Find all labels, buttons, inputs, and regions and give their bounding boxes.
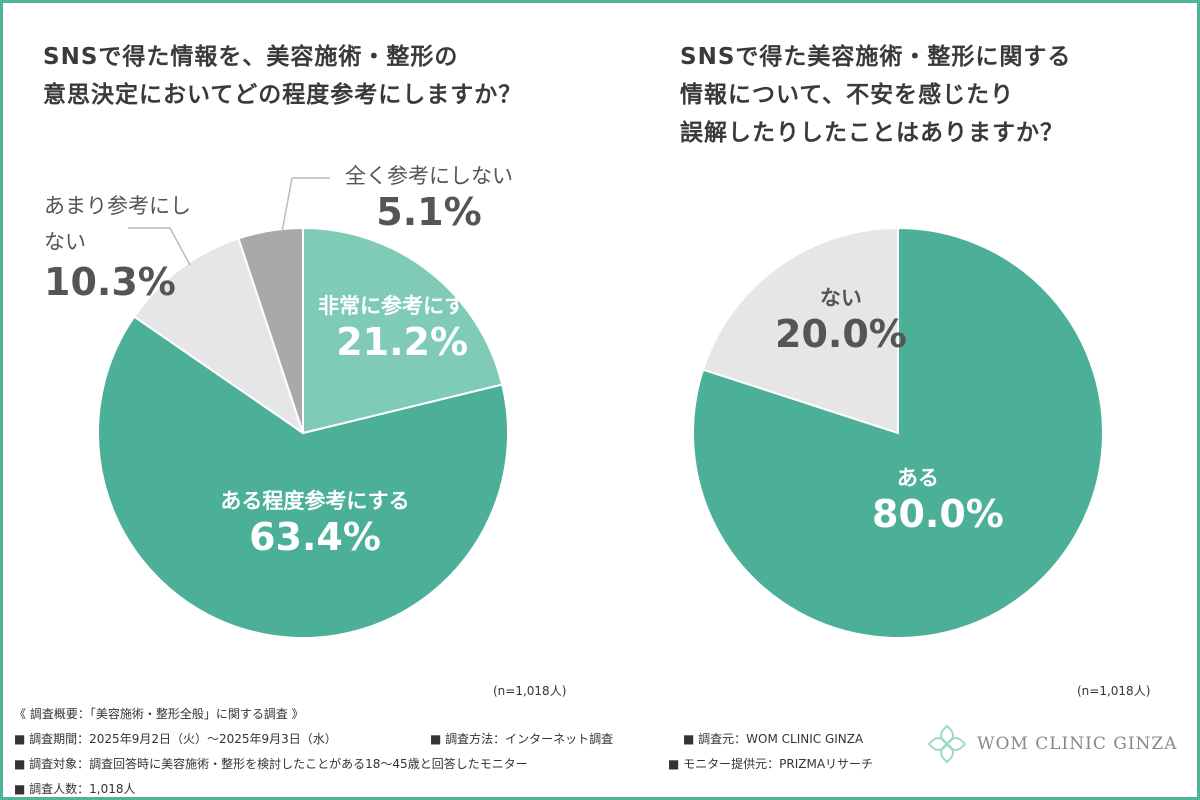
leader-line — [128, 227, 191, 266]
survey-target: ■ 調査対象：調査回答時に美容施術・整形を検討したことがある18～45歳と回答し… — [14, 757, 528, 771]
leader-line — [281, 177, 330, 233]
label-not-much: あまり参考にしない 10.3% — [44, 194, 191, 304]
chart1-title: SNSで得た情報を、美容施術・整形の 意思決定においてどの程度参考にしますか？ — [43, 38, 522, 114]
chart2-title: SNSで得た美容施術・整形に関する 情報について、不安を感じたり 誤解したりした… — [680, 38, 1071, 152]
label-somewhat: ある程度参考にする 63.4% — [220, 489, 410, 559]
pie-slice — [302, 226, 504, 435]
survey-heading: 《 調査概要：「美容施術・整形全般」に関する調査 》 — [14, 707, 304, 721]
chart2-sample-size: (n=1,018人) — [1077, 684, 1151, 698]
chart2-title-line: SNSで得た美容施術・整形に関する — [680, 44, 1072, 70]
chart2-title-line: 誤解したりしたことはありますか？ — [680, 120, 1064, 146]
survey-source: ■ 調査元：WOM CLINIC GINZA — [683, 732, 864, 746]
chart1-title-line: 意思決定においてどの程度参考にしますか？ — [43, 82, 523, 108]
pie-slice — [701, 226, 899, 435]
label-not-at-all: 全く参考にしない 5.1% — [345, 164, 513, 234]
pie-slice — [132, 237, 305, 436]
logo-flower-icon — [927, 724, 967, 764]
chart1-title-line: SNSで得た情報を、美容施術・整形の — [43, 44, 459, 70]
survey-provider: ■ モニター提供元：PRIZMAリサーチ — [668, 757, 874, 771]
survey-method: ■ 調査方法：インターネット調査 — [430, 732, 614, 746]
chart1-sample-size: (n=1,018人) — [493, 684, 567, 698]
label-no: ない 20.0% — [775, 286, 907, 356]
label-yes: ある 80.0% — [872, 466, 1004, 536]
pie-slice — [692, 226, 1104, 639]
logo-text: WOM CLINIC GINZA — [977, 734, 1178, 754]
survey-period: ■ 調査期間：2025年9月2日（火）～2025年9月3日（水） — [14, 732, 337, 746]
survey-count: ■ 調査人数：1,018人 — [14, 782, 136, 796]
clinic-logo: WOM CLINIC GINZA — [925, 722, 1178, 766]
label-very: 非常に参考にする 21.2% — [318, 294, 487, 364]
pie-slice — [97, 315, 509, 639]
chart2-title-line: 情報について、不安を感じたり — [680, 82, 1015, 108]
